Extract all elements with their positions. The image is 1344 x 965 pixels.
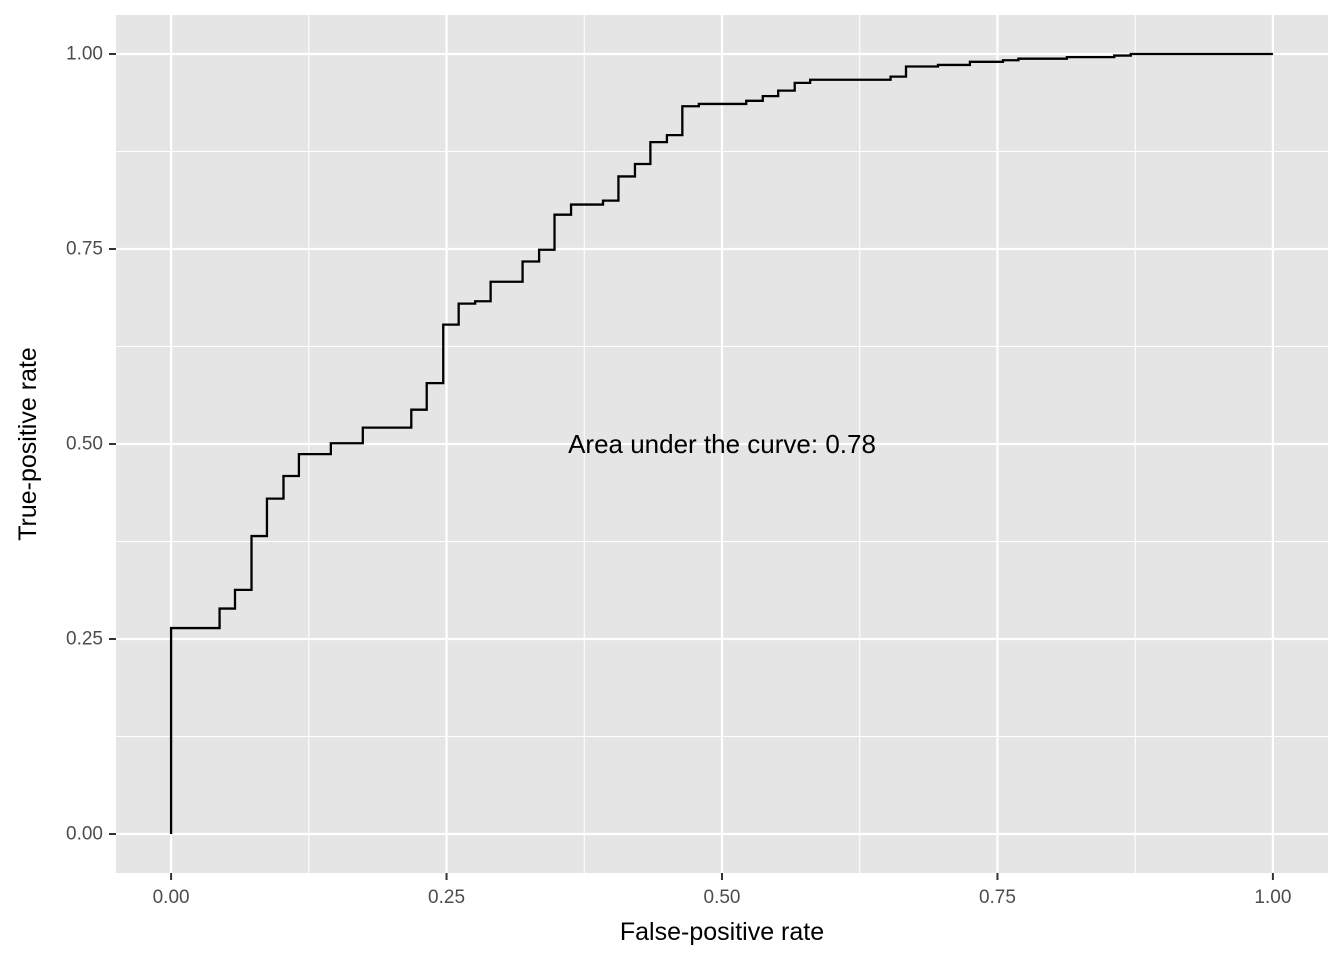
major-gridlines xyxy=(116,15,1328,873)
x-tick-label: 1.00 xyxy=(1254,887,1291,908)
y-tick-label: 0.00 xyxy=(66,824,103,845)
y-tick-label: 1.00 xyxy=(66,44,103,65)
x-tick-label: 0.25 xyxy=(428,887,465,908)
y-tick-label: 0.75 xyxy=(66,239,103,260)
roc-curve-line xyxy=(169,52,1273,834)
y-tick-label: 0.25 xyxy=(66,629,103,650)
x-tick-labels: 0.00 0.25 0.50 0.75 1.00 xyxy=(153,887,1292,908)
y-axis-title: True-positive rate xyxy=(14,347,42,541)
auc-annotation: Area under the curve: 0.78 xyxy=(568,429,876,459)
x-tick-label: 0.50 xyxy=(704,887,741,908)
y-tick-label: 0.50 xyxy=(66,434,103,455)
x-axis-title: False-positive rate xyxy=(620,918,824,946)
y-tick-labels: 0.00 0.25 0.50 0.75 1.00 xyxy=(66,44,103,845)
x-tick-label: 0.75 xyxy=(979,887,1016,908)
x-tick-label: 0.00 xyxy=(153,887,190,908)
axis-ticks xyxy=(109,53,1274,880)
